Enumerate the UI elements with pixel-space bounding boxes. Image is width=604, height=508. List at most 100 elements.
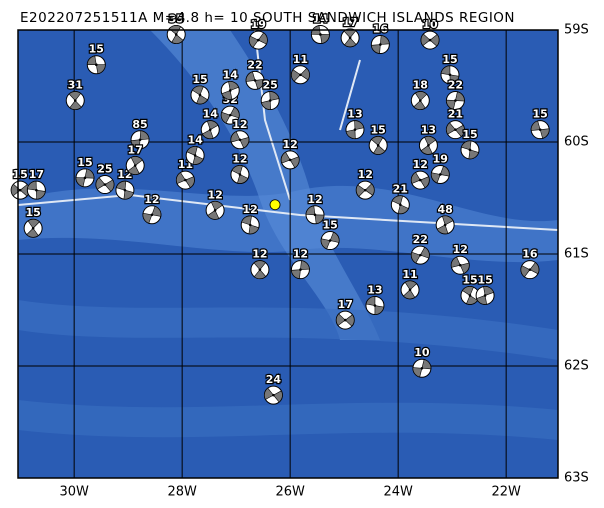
beachball-dot — [150, 213, 154, 217]
beachball-quadrant — [329, 231, 340, 243]
lon-tick-label: 30W — [59, 485, 89, 500]
beachball-quadrant — [314, 214, 325, 225]
depth-label: 16 — [373, 23, 389, 36]
focal-mechanism — [530, 120, 550, 140]
beachball-quadrant — [264, 387, 274, 400]
beachball-dot — [483, 294, 487, 297]
beachball-quadrant — [230, 131, 241, 143]
beachball-quadrant — [370, 136, 384, 146]
beachball-quadrant — [343, 28, 357, 39]
beachball-quadrant — [450, 256, 461, 268]
beachball-quadrant — [207, 209, 220, 220]
focal-mechanism — [410, 91, 430, 111]
depth-label: 14 — [203, 108, 219, 121]
depth-label: 17 — [338, 298, 353, 311]
beachball-dot — [299, 73, 302, 77]
beachball-dot — [18, 188, 22, 192]
beachball-dot — [83, 176, 87, 180]
beachball-quadrant — [356, 184, 366, 197]
beachball-quadrant — [446, 122, 456, 135]
depth-label: 12 — [453, 243, 468, 256]
beachball-quadrant — [476, 295, 488, 305]
beachball-quadrant — [429, 34, 440, 47]
beachball-quadrant — [289, 156, 300, 169]
depth-label: 12 — [232, 118, 247, 131]
focal-mechanism — [365, 296, 385, 316]
beachball-quadrant — [241, 215, 252, 226]
focal-mechanism — [410, 170, 430, 190]
beachball-quadrant — [402, 289, 416, 300]
beachball-dot — [138, 138, 142, 142]
beachball-quadrant — [446, 99, 456, 110]
beachball-quadrant — [344, 314, 355, 327]
beachball-quadrant — [461, 286, 474, 296]
depth-label: 12 — [243, 203, 258, 216]
focal-mechanism — [200, 120, 220, 140]
beachball-dot — [35, 188, 38, 192]
beachball-quadrant — [299, 67, 310, 81]
focal-mechanism — [248, 30, 268, 50]
lon-tick-label: 28W — [167, 485, 197, 500]
focal-mechanism — [368, 135, 388, 155]
map-title: E202207251511A M=4.8 h= 10 SOUTH SANDWIC… — [20, 10, 515, 26]
depth-label: 21 — [448, 108, 463, 121]
beachball-quadrant — [210, 201, 223, 211]
beachball-dot — [184, 178, 187, 182]
beachball-quadrant — [254, 78, 265, 90]
beachball-quadrant — [229, 106, 240, 119]
depth-label: 12 — [293, 248, 308, 261]
depth-label: 25 — [263, 79, 278, 92]
focal-mechanism — [420, 30, 440, 50]
beachball-dot — [198, 93, 202, 97]
depth-label: 13 — [367, 284, 382, 297]
focal-mechanism — [475, 285, 495, 305]
lat-tick-label: 61S — [564, 247, 589, 262]
beachball-dot — [538, 128, 542, 131]
depth-label: 17 — [29, 168, 44, 181]
beachball-quadrant — [419, 176, 430, 189]
focal-mechanism — [250, 260, 270, 280]
beachball-dot — [103, 183, 107, 186]
depth-label: 15 — [442, 53, 457, 66]
beachball-dot — [123, 188, 127, 192]
focal-mechanism — [245, 70, 265, 90]
beachball-quadrant — [371, 44, 381, 54]
beachball-quadrant — [176, 172, 186, 184]
beachball-quadrant — [253, 260, 267, 271]
beachball-quadrant — [248, 35, 259, 48]
focal-mechanism — [440, 65, 460, 85]
focal-mechanism — [460, 285, 480, 305]
depth-label: 12 — [144, 193, 159, 206]
beachball-quadrant — [257, 32, 268, 45]
beachball-dot — [363, 188, 367, 192]
beachball-quadrant — [431, 172, 441, 184]
focal-mechanism — [290, 65, 310, 85]
focal-mechanism — [290, 260, 310, 280]
depth-label: 15 — [477, 273, 492, 286]
beachball-quadrant — [10, 183, 21, 197]
beachball-quadrant — [253, 269, 267, 280]
beachball-quadrant — [468, 149, 479, 160]
depth-label: 15 — [77, 156, 92, 169]
focal-mechanism — [26, 180, 46, 200]
focal-mechanism — [370, 35, 390, 55]
beachball-quadrant — [335, 313, 346, 326]
depth-label: 14 — [187, 133, 203, 146]
depth-label: 12 — [252, 248, 267, 261]
beachball-quadrant — [272, 390, 283, 403]
focal-mechanism — [23, 218, 43, 238]
focal-mechanism — [460, 140, 480, 160]
beachball-quadrant — [86, 55, 97, 66]
beachball-dot — [258, 268, 262, 271]
beachball-dot — [272, 393, 275, 397]
depth-label: 15 — [322, 219, 337, 232]
beachball-quadrant — [436, 224, 449, 235]
depth-label: 14 — [223, 68, 239, 81]
epicenter — [269, 199, 281, 211]
beachball-quadrant — [130, 156, 143, 166]
beachball-quadrant — [530, 120, 541, 131]
beachball-quadrant — [228, 81, 239, 91]
beachball-dot — [448, 73, 452, 77]
focal-mechanism — [75, 168, 95, 188]
beachball-quadrant — [374, 305, 385, 315]
